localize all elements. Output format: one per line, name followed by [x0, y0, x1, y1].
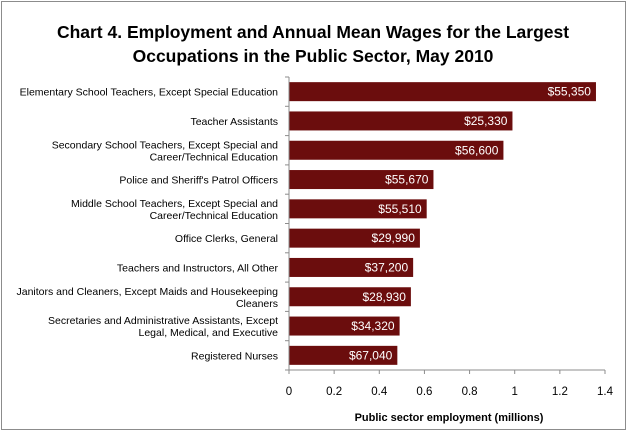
chart-title-line-1: Chart 4. Employment and Annual Mean Wage… [57, 22, 569, 42]
category-label-7-line-1: Janitors and Cleaners, Except Maids and … [17, 286, 279, 298]
bar-4 [289, 199, 427, 219]
category-labels: Elementary School Teachers, Except Speci… [17, 87, 279, 363]
bar-5 [289, 228, 420, 248]
category-label-3: Police and Sheriff's Patrol Officers [119, 175, 278, 187]
bar-1 [289, 111, 513, 131]
data-label-9: $67,040 [349, 348, 393, 362]
data-label-5: $29,990 [372, 231, 416, 245]
category-label-9: Registered Nurses [191, 350, 278, 362]
data-label-7: $28,930 [362, 290, 406, 304]
data-label-2: $56,600 [455, 143, 499, 157]
bar-0 [289, 82, 596, 102]
x-tick-label-6: 1.2 [552, 386, 568, 398]
bar-2 [289, 140, 504, 160]
category-label-4-line-2: Career/Technical Education [150, 210, 279, 222]
category-label-7-line-2: Cleaners [236, 298, 278, 310]
bar-9 [289, 345, 398, 365]
data-label-0: $55,350 [548, 85, 592, 99]
data-label-6: $37,200 [365, 260, 409, 274]
bar-8 [289, 316, 400, 336]
bar-3 [289, 170, 434, 190]
x-axis: 0 0.2 0.4 0.6 0.8 1 1.2 1.4 [285, 76, 614, 398]
category-label-1: Teacher Assistants [190, 116, 278, 128]
category-label-8-line-2: Legal, Medical, and Executive [139, 327, 279, 339]
x-tick-label-7: 1.4 [597, 386, 614, 398]
category-label-0: Elementary School Teachers, Except Speci… [20, 87, 279, 99]
x-tick-label-2: 0.4 [371, 386, 388, 398]
x-tick-label-0: 0 [286, 386, 292, 398]
bar-7 [289, 287, 411, 307]
chart-title: Chart 4. Employment and Annual Mean Wage… [57, 22, 569, 66]
bar-6 [289, 257, 414, 277]
data-label-3: $55,670 [385, 173, 429, 187]
category-label-8-line-1: Secretaries and Administrative Assistant… [48, 315, 278, 327]
bars: $55,350 $25,330 $56,600 $55,670 $55,510 $29,9… [289, 82, 596, 365]
category-label-5: Office Clerks, General [175, 233, 278, 245]
category-label-4-line-1: Middle School Teachers, Except Special a… [71, 198, 278, 210]
x-tick-label-3: 0.6 [416, 386, 432, 398]
x-tick-label-1: 0.2 [326, 386, 342, 398]
data-label-1: $25,330 [464, 114, 508, 128]
x-tick-label-5: 1 [512, 386, 518, 398]
x-tick-label-4: 0.8 [462, 386, 478, 398]
category-label-6: Teachers and Instructors, All Other [117, 262, 279, 274]
category-label-2-line-1: Secondary School Teachers, Except Specia… [52, 139, 278, 151]
data-label-8: $34,320 [351, 319, 395, 333]
chart-title-line-2: Occupations in the Public Sector, May 20… [133, 46, 494, 66]
category-label-2-line-2: Career/Technical Education [150, 151, 279, 163]
data-label-4: $55,510 [378, 202, 422, 216]
x-axis-title: Public sector employment (millions) [355, 412, 544, 424]
